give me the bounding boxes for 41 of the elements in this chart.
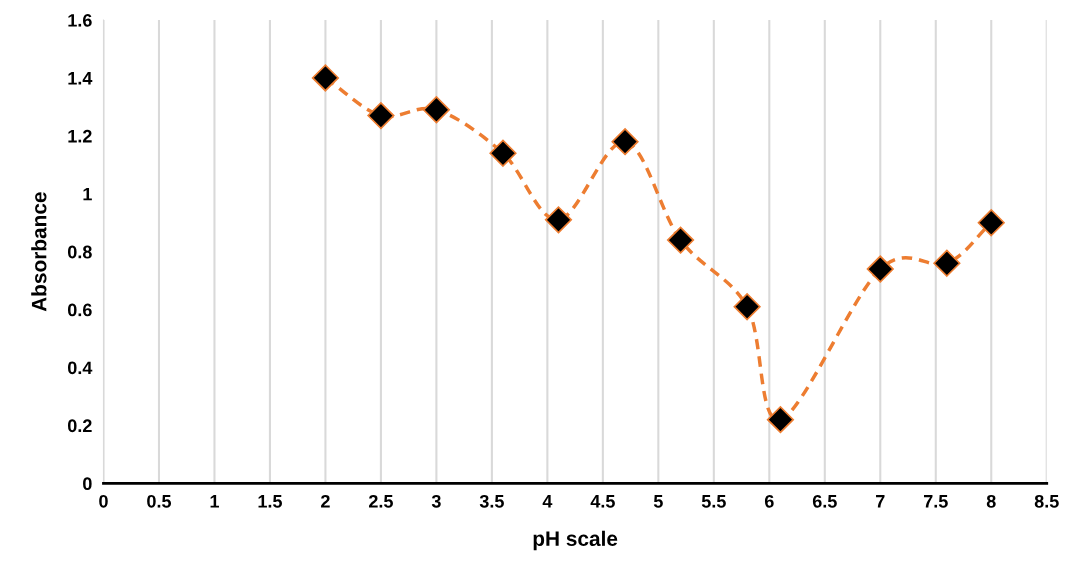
y-axis-title: Absorbance	[31, 192, 47, 312]
y-tick-label: 0.2	[67, 419, 92, 433]
x-tick-label: 0	[99, 494, 108, 508]
y-tick-label: 1.6	[68, 13, 92, 27]
point	[544, 206, 573, 234]
y-tick-label: 0.8	[67, 245, 92, 259]
x-tick-label: 2	[321, 494, 330, 508]
x-tick-label: 4.5	[590, 495, 615, 508]
point	[933, 249, 961, 277]
x-tick-label: 5.5	[701, 495, 726, 508]
point	[766, 406, 795, 434]
point	[311, 64, 340, 92]
point	[422, 96, 451, 124]
point	[611, 128, 639, 156]
x-tick-label: 3	[431, 494, 441, 508]
y-tick-label: 0	[83, 477, 92, 491]
point	[866, 255, 894, 283]
x-tick-label: 7	[876, 495, 885, 508]
x-axis-title: pH scale	[533, 530, 618, 551]
x-tick-label: 8.5	[1034, 494, 1059, 508]
point	[733, 293, 761, 321]
x-tick-label: 0.5	[147, 494, 172, 508]
point	[367, 101, 395, 130]
x-tick-label: 1.5	[258, 495, 282, 508]
point	[489, 139, 517, 167]
x-tick-label: 6.5	[812, 494, 837, 508]
x-tick-label: 4	[542, 495, 553, 508]
x-tick-label: 7.5	[923, 495, 948, 508]
y-tick-label: 0.6	[67, 303, 92, 317]
y-tick-label: 0.4	[67, 361, 93, 375]
x-tick-label: 8	[986, 494, 996, 508]
x-tick-label: 1	[210, 495, 219, 508]
point	[666, 226, 695, 254]
y-tick-label: 1.4	[68, 72, 93, 85]
x-tick-label: 3.5	[479, 494, 504, 508]
y-tick-label: 1.2	[68, 129, 92, 143]
x-tick-label: 2.5	[368, 494, 393, 508]
point	[977, 209, 1005, 237]
y-tick-label: 1	[83, 187, 92, 201]
x-tick-label: 6	[764, 494, 774, 508]
x-tick-label: 5	[653, 495, 663, 508]
